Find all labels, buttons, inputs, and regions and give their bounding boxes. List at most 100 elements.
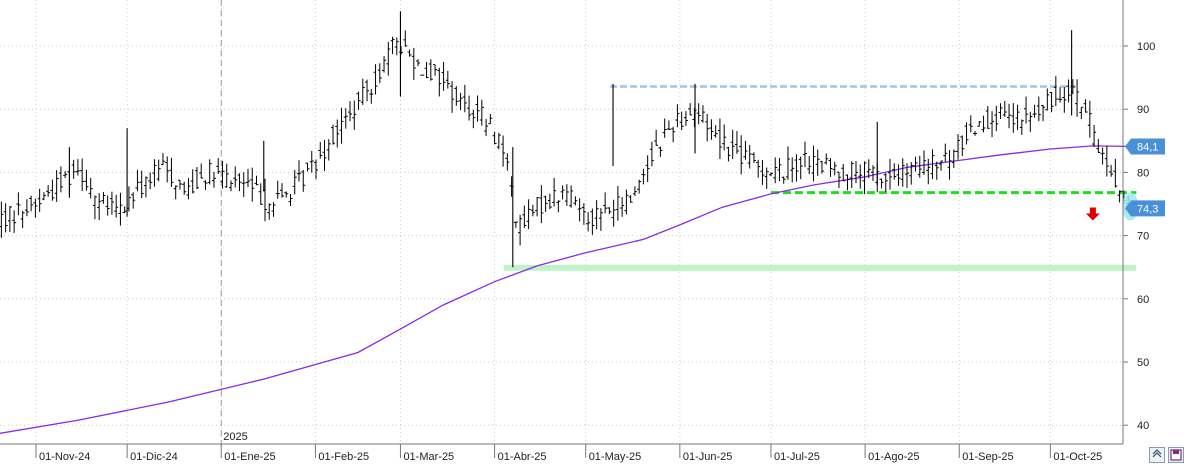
ohlc-bar	[479, 99, 484, 126]
ohlc-bar	[569, 185, 574, 208]
ma-value-badge-label: 84,1	[1137, 141, 1158, 153]
ohlc-bar	[922, 150, 927, 175]
x-tick-label: 01-Oct-25	[1053, 451, 1102, 463]
ohlc-bar	[713, 125, 718, 138]
ohlc-bar	[751, 152, 756, 163]
ohlc-bar	[866, 159, 871, 179]
ohlc-bar	[314, 159, 319, 180]
price-bars	[0, 11, 1131, 268]
ohlc-bar	[934, 161, 939, 180]
ohlc-bar	[288, 194, 293, 206]
ohlc-bar	[836, 171, 841, 188]
ohlc-bar	[552, 177, 557, 207]
ohlc-bar	[241, 172, 246, 198]
ohlc-bar	[518, 214, 523, 246]
ohlc-bar	[24, 199, 29, 217]
ohlc-bar	[437, 67, 442, 97]
x-tick-label: 01-Nov-24	[39, 451, 90, 463]
ohlc-bar	[654, 129, 659, 146]
ohlc-bar	[267, 203, 272, 220]
ohlc-bar	[445, 70, 450, 89]
ohlc-bar	[785, 146, 790, 180]
ohlc-bar	[377, 63, 382, 84]
ohlc-bar	[305, 162, 310, 172]
ohlc-bar	[80, 158, 85, 192]
ohlc-bar	[237, 173, 242, 192]
ohlc-bar	[998, 103, 1003, 120]
ohlc-bar	[16, 192, 21, 216]
ohlc-bar	[97, 193, 102, 220]
y-tick-label: 60	[1137, 294, 1149, 306]
ohlc-bar	[862, 161, 867, 195]
x-tick-label: 01-Abr-25	[498, 451, 547, 463]
ohlc-bar	[641, 168, 646, 185]
ohlc-bar	[849, 161, 854, 189]
ohlc-bar	[773, 157, 778, 184]
ohlc-bar	[692, 107, 697, 128]
ohlc-bar	[539, 185, 544, 224]
ohlc-bar	[522, 205, 527, 229]
ohlc-bar	[1045, 88, 1050, 111]
ohlc-bar	[892, 163, 897, 180]
ohlc-bar	[352, 100, 357, 130]
ohlc-bar	[828, 158, 833, 177]
ohlc-bar	[297, 160, 302, 182]
zoom-button[interactable]	[1149, 447, 1165, 463]
ohlc-bar	[611, 199, 616, 227]
ohlc-bar	[1036, 96, 1041, 122]
ohlc-bar	[888, 158, 893, 190]
ohlc-bar	[556, 200, 561, 213]
ohlc-bar	[1100, 147, 1105, 165]
ohlc-bar	[1011, 103, 1016, 133]
ohlc-bar	[343, 108, 348, 129]
ohlc-bar	[943, 143, 948, 162]
ohlc-bar	[671, 126, 676, 143]
ohlc-bar	[883, 173, 888, 192]
ohlc-bar	[717, 118, 722, 159]
ohlc-bar	[75, 159, 80, 176]
ohlc-bar	[228, 180, 233, 192]
y-tick-label: 100	[1137, 41, 1155, 53]
ohlc-bar	[1007, 103, 1012, 129]
ohlc-bar	[858, 164, 863, 189]
ohlc-bar	[530, 204, 535, 217]
ohlc-bar	[20, 210, 25, 229]
ohlc-bar	[109, 191, 114, 215]
save-disk-icon	[1170, 449, 1182, 461]
ohlc-bar	[543, 195, 548, 212]
ohlc-bar	[394, 37, 399, 56]
ohlc-bar	[1015, 104, 1020, 130]
ohlc-bar	[165, 156, 170, 183]
ohlc-bar	[807, 156, 812, 175]
ohlc-bar	[348, 101, 353, 122]
ohlc-bar	[505, 153, 510, 171]
ohlc-bar	[760, 160, 765, 185]
ohlc-bar	[968, 115, 973, 133]
ohlc-bar	[777, 158, 782, 182]
ohlc-bar	[139, 170, 144, 199]
ohlc-bar	[250, 167, 255, 202]
ohlc-bar	[496, 132, 501, 150]
ohlc-bar	[148, 172, 153, 190]
ohlc-bar	[199, 163, 204, 179]
ohlc-bar	[152, 159, 157, 187]
ohlc-bar	[632, 186, 637, 197]
ohlc-bar	[628, 195, 633, 203]
ohlc-bar	[433, 64, 438, 76]
ohlc-bar	[802, 141, 807, 168]
ohlc-bar	[216, 157, 221, 174]
ohlc-bar	[939, 160, 944, 171]
last-price-badge-shape	[1125, 200, 1165, 217]
ohlc-bar	[458, 92, 463, 111]
ohlc-bar	[658, 146, 663, 157]
ohlc-bar	[581, 203, 586, 225]
ohlc-bar	[994, 105, 999, 132]
ohlc-bar	[275, 180, 280, 199]
ohlc-bar	[12, 210, 17, 233]
ohlc-bar	[177, 179, 182, 190]
save-button[interactable]	[1168, 447, 1184, 463]
ohlc-bar	[977, 120, 982, 127]
ohlc-bar	[258, 183, 263, 205]
